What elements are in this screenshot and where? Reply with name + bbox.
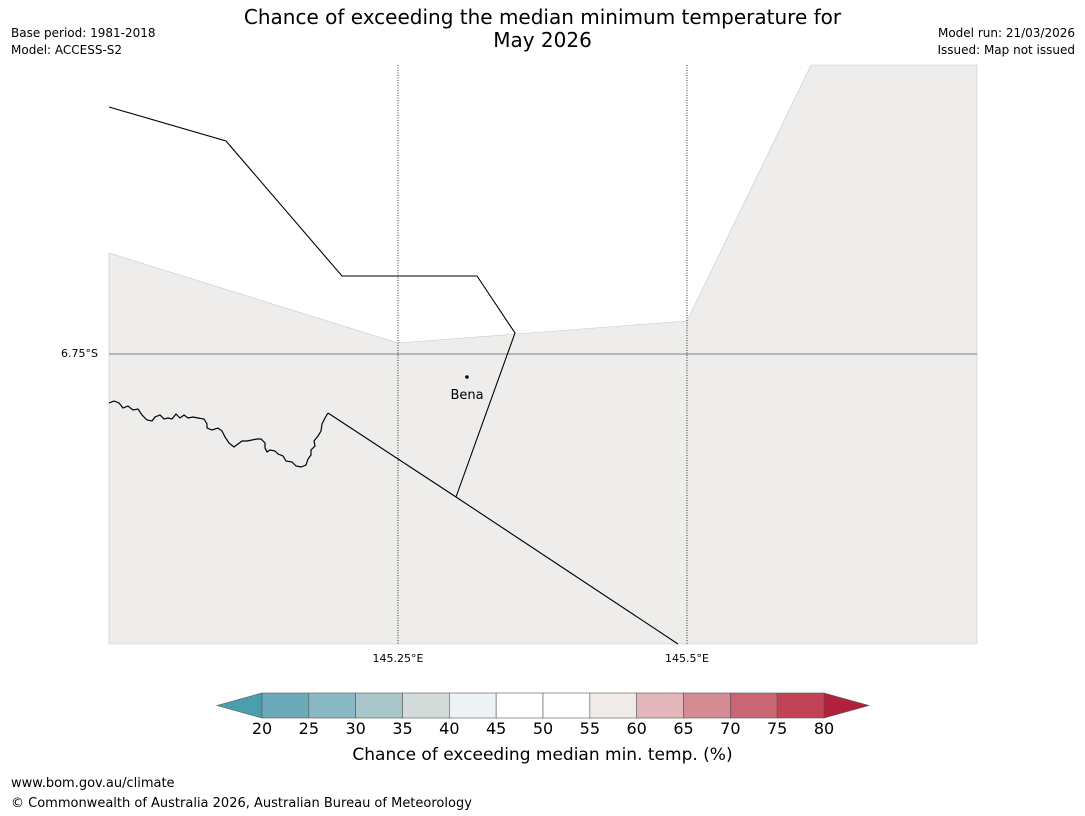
colorbar-extend-high [823, 692, 871, 719]
bena-marker [465, 375, 469, 379]
model-name: Model: ACCESS-S2 [11, 43, 123, 57]
colorbar-segment [495, 692, 544, 719]
base-period: Base period: 1981-2018 [11, 26, 156, 40]
colorbar-tick-label: 80 [813, 719, 835, 738]
colorbar-tick-label: 25 [298, 719, 319, 738]
colorbar-tick-label: 50 [532, 719, 554, 738]
boundary-line-north [108, 106, 516, 498]
footer-url: www.bom.gov.au/climate [11, 776, 175, 791]
title-line-2: May 2026 [493, 28, 592, 52]
colorbar-tick-label: 40 [439, 719, 460, 738]
colorbar-tick-label: 35 [392, 719, 413, 738]
colorbar-tick-label: 20 [251, 719, 273, 738]
boundary-line-south [327, 412, 679, 645]
footer-copyright: © Commonwealth of Australia 2026, Austra… [11, 796, 472, 811]
place-label-bena: Bena [450, 388, 484, 403]
issued-status: Issued: Map not issued [937, 43, 1075, 57]
colorbar [215, 692, 871, 719]
colorbar-tick-label: 65 [673, 719, 694, 738]
colorbar-segment [589, 692, 637, 719]
colorbar-tick-label: 70 [720, 719, 741, 738]
page-title: Chance of exceeding the median minimum t… [0, 6, 1085, 52]
colorbar-segment [730, 692, 778, 719]
colorbar-tick-label: 60 [626, 719, 647, 738]
latitude-label: 6.75°S [61, 347, 98, 360]
colorbar-tick-label: 45 [485, 719, 507, 738]
colorbar-tick-label: 75 [766, 719, 788, 738]
title-line-1: Chance of exceeding the median minimum t… [243, 5, 842, 29]
model-run: Model run: 21/03/2026 [937, 26, 1075, 40]
colorbar-segment [683, 692, 731, 719]
colorbar-segment [308, 692, 356, 719]
colorbar-tick-label: 55 [579, 719, 600, 738]
colorbar-segment [355, 692, 403, 719]
longitude-label-145-5: 145.5°E [665, 652, 709, 665]
colorbar-extend-low [215, 692, 263, 719]
colorbar-tick-label: 30 [345, 719, 366, 738]
colorbar-segment [402, 692, 450, 719]
colorbar-segment [449, 692, 497, 719]
colorbar-segment [776, 692, 825, 719]
colorbar-title: Chance of exceeding median min. temp. (%… [352, 745, 733, 765]
colorbar-segment [542, 692, 591, 719]
longitude-label-145-25: 145.25°E [372, 652, 424, 665]
colorbar-segment [636, 692, 684, 719]
coastline [108, 400, 329, 468]
colorbar-segment [261, 692, 310, 719]
